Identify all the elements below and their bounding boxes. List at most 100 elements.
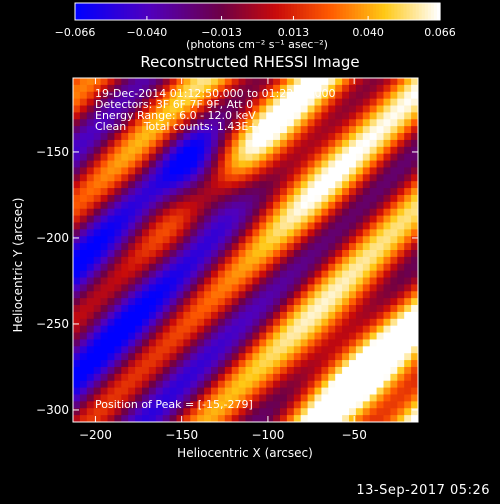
- heatmap-cell: [286, 325, 295, 334]
- heatmap-cell: [266, 126, 274, 134]
- heatmap-cell: [169, 215, 177, 223]
- heatmap-cell: [121, 270, 129, 279]
- heatmap-cell: [286, 270, 295, 279]
- heatmap-cell: [73, 380, 81, 389]
- heatmap-cell: [307, 167, 315, 175]
- heatmap-cell: [293, 243, 302, 251]
- heatmap-cell: [252, 208, 260, 217]
- heatmap-cell: [293, 153, 302, 162]
- heatmap-cell: [245, 325, 253, 334]
- heatmap-cell: [390, 126, 398, 134]
- heatmap-cell: [390, 318, 398, 327]
- heatmap-cell: [86, 277, 95, 285]
- heatmap-cell: [238, 366, 246, 375]
- heatmap-cell: [142, 201, 150, 210]
- heatmap-cell: [300, 215, 309, 223]
- heatmap-cell: [86, 112, 95, 120]
- heatmap-cell: [328, 119, 336, 127]
- heatmap-cell: [362, 298, 371, 306]
- heatmap-cell: [86, 284, 95, 292]
- heatmap-cell: [362, 91, 371, 100]
- heatmap-cell: [204, 243, 212, 251]
- heatmap-cell: [100, 415, 108, 423]
- heatmap-cell: [383, 366, 391, 375]
- heatmap-cell: [79, 415, 88, 423]
- heatmap-cell: [307, 270, 315, 279]
- heatmap-cell: [245, 298, 253, 306]
- colorbar-swatch: [93, 3, 97, 20]
- heatmap-cell: [73, 84, 81, 93]
- heatmap-cell: [183, 291, 191, 299]
- heatmap-cell: [245, 119, 253, 127]
- heatmap-cell: [307, 78, 315, 86]
- heatmap-cell: [355, 201, 364, 210]
- heatmap-cell: [107, 119, 115, 127]
- heatmap-cell: [93, 305, 102, 313]
- heatmap-cell: [355, 229, 364, 237]
- heatmap-cell: [183, 229, 191, 237]
- heatmap-cell: [355, 401, 364, 409]
- heatmap-cell: [231, 181, 240, 189]
- heatmap-cell: [321, 181, 329, 189]
- heatmap-cell: [397, 366, 405, 375]
- heatmap-cell: [404, 215, 412, 223]
- heatmap-cell: [204, 311, 212, 320]
- heatmap-cell: [286, 91, 295, 100]
- heatmap-cell: [362, 318, 371, 327]
- heatmap-cell: [135, 256, 143, 265]
- heatmap-cell: [314, 318, 322, 327]
- heatmap-cell: [142, 84, 150, 93]
- heatmap-cell: [342, 373, 350, 382]
- heatmap-cell: [280, 311, 288, 320]
- heatmap-cell: [252, 126, 260, 134]
- heatmap-cell: [224, 160, 233, 168]
- heatmap-cell: [86, 408, 95, 416]
- heatmap-cell: [355, 119, 364, 127]
- heatmap-cell: [273, 394, 281, 402]
- heatmap-cell: [79, 311, 88, 320]
- heatmap-cell: [411, 366, 419, 375]
- heatmap-cell: [397, 270, 405, 279]
- heatmap-cell: [169, 298, 177, 306]
- heatmap-cell: [397, 105, 405, 113]
- heatmap-cell: [362, 263, 371, 272]
- heatmap-cell: [252, 284, 260, 292]
- heatmap-cell: [252, 139, 260, 148]
- heatmap-cell: [328, 311, 336, 320]
- heatmap-cell: [404, 112, 412, 120]
- heatmap-cell: [376, 387, 384, 395]
- heatmap-cell: [286, 366, 295, 375]
- heatmap-cell: [252, 360, 260, 368]
- heatmap-cell: [135, 126, 143, 134]
- heatmap-cell: [245, 194, 253, 203]
- heatmap-cell: [197, 318, 205, 327]
- heatmap-cell: [362, 84, 371, 93]
- heatmap-cell: [266, 201, 274, 210]
- heatmap-cell: [100, 229, 108, 237]
- heatmap-cell: [328, 291, 336, 299]
- heatmap-cell: [121, 126, 129, 134]
- heatmap-cell: [376, 401, 384, 409]
- heatmap-cell: [86, 222, 95, 230]
- heatmap-cell: [404, 263, 412, 272]
- heatmap-cell: [162, 346, 171, 354]
- colorbar-swatch: [363, 3, 368, 20]
- heatmap-cell: [217, 360, 226, 368]
- heatmap-cell: [342, 91, 350, 100]
- heatmap-cell: [286, 387, 295, 395]
- heatmap-cell: [121, 105, 129, 113]
- heatmap-cell: [162, 112, 171, 120]
- heatmap-cell: [404, 146, 412, 155]
- heatmap-cell: [79, 160, 88, 168]
- heatmap-cell: [252, 263, 260, 272]
- heatmap-cell: [307, 194, 315, 203]
- heatmap-cell: [217, 146, 226, 155]
- heatmap-cell: [211, 360, 219, 368]
- heatmap-cell: [376, 318, 384, 327]
- heatmap-cell: [321, 84, 329, 93]
- heatmap-cell: [307, 394, 315, 402]
- heatmap-cell: [155, 353, 164, 361]
- heatmap-cell: [224, 222, 233, 230]
- heatmap-cell: [335, 91, 343, 100]
- heatmap-cell: [266, 236, 274, 244]
